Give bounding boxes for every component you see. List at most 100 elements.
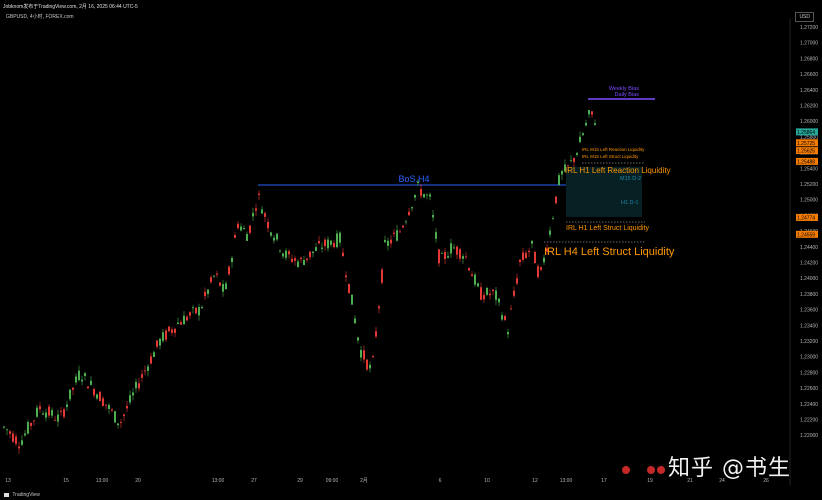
h1-reaction-label: IRL H1 Left Reaction Liquidity — [565, 166, 671, 175]
price-axis-label: 1.24200 — [800, 261, 818, 267]
candle-body — [234, 235, 236, 238]
candle-body — [330, 240, 332, 245]
price-axis-label: 1.27200 — [800, 25, 818, 31]
candle-body — [345, 275, 347, 278]
candle-body — [564, 164, 566, 172]
candle-body — [3, 426, 5, 428]
candle-body — [528, 250, 530, 252]
h1-struct-label: IRL H1 Left Struct Liquidity — [566, 225, 650, 232]
candle-body — [357, 337, 359, 341]
price-axis-label: 1.25000 — [800, 198, 818, 204]
replay-icon[interactable] — [647, 466, 655, 474]
candle-body — [99, 391, 101, 402]
candle-body — [471, 274, 473, 277]
candle-body — [387, 240, 389, 246]
candle-body — [165, 330, 167, 340]
time-axis-label: 13:00 — [96, 478, 109, 484]
candle-body — [153, 352, 155, 358]
candle-body — [255, 208, 257, 211]
symbol-info: GBPUSD, 4小时, FOREX.com — [6, 14, 74, 20]
watermark: 知乎 @书生 — [668, 456, 791, 481]
candle-body — [219, 282, 221, 286]
candle-body — [510, 308, 512, 310]
price-badge-label: 1.25488 — [797, 159, 815, 165]
daily-bias-label: Daily Bias — [615, 92, 640, 98]
record-icon[interactable] — [622, 466, 630, 474]
candle-body — [105, 404, 107, 406]
candle-body — [318, 241, 320, 244]
price-axis-label: 1.25400 — [800, 166, 818, 172]
candle-body — [75, 376, 77, 383]
candle-body — [588, 110, 590, 115]
snapshot-icon[interactable] — [657, 466, 665, 474]
candle-body — [15, 436, 17, 444]
price-axis-label: 1.22200 — [800, 418, 818, 424]
price-axis-label: 1.22000 — [800, 433, 818, 439]
candle-body — [495, 290, 497, 300]
time-axis-label: 12 — [532, 478, 538, 484]
candle-body — [135, 381, 137, 389]
tradingview-brand[interactable]: TradingView — [4, 492, 40, 498]
candle-body — [372, 356, 374, 358]
candle-body — [63, 409, 65, 417]
candle-body — [438, 249, 440, 264]
candle-body — [12, 433, 14, 442]
candle-body — [195, 307, 197, 314]
price-axis-label: 1.26200 — [800, 104, 818, 110]
candle-body — [537, 266, 539, 278]
candle-body — [327, 239, 329, 249]
candle-body — [312, 251, 314, 254]
candle-body — [159, 338, 161, 346]
candle-body — [567, 165, 569, 167]
time-axis-label: 13:00 — [560, 478, 573, 484]
price-axis-label: 1.22400 — [800, 402, 818, 408]
candle-body — [477, 283, 479, 287]
candle-body — [78, 370, 80, 381]
candle-body — [9, 431, 11, 434]
candle-body — [480, 287, 482, 300]
candle-body — [339, 232, 341, 243]
candle-body — [417, 181, 419, 184]
price-axis-label: 1.26000 — [800, 119, 818, 125]
price-badge-label: 1.24559 — [797, 232, 815, 238]
candle-body — [72, 387, 74, 390]
candle-body — [474, 274, 476, 285]
candle-body — [213, 275, 215, 277]
candle-body — [468, 268, 470, 271]
candle-body — [267, 221, 269, 229]
currency-button[interactable]: USD — [795, 12, 814, 22]
candle-body — [465, 256, 467, 258]
candle-body — [39, 406, 41, 410]
candle-body — [366, 359, 368, 370]
candle-body — [576, 153, 578, 155]
candle-body — [429, 194, 431, 197]
candle-body — [171, 329, 173, 333]
candle-body — [174, 328, 176, 333]
candle-body — [315, 247, 317, 251]
candle-body — [291, 258, 293, 262]
price-badge-label: 1.25725 — [797, 141, 815, 147]
price-badge-label: 1.24774 — [797, 215, 815, 221]
candle-body — [132, 392, 134, 396]
candle-body — [354, 318, 356, 324]
candle-body — [519, 259, 521, 262]
time-axis-label: 09:00 — [326, 478, 339, 484]
price-axis-label: 1.26400 — [800, 88, 818, 94]
candle-body — [360, 349, 362, 358]
candle-body — [192, 307, 194, 309]
candle-body — [294, 258, 296, 261]
candle-body — [393, 232, 395, 234]
candle-body — [276, 233, 278, 240]
m15-d2-label: M15 D-2 — [620, 176, 641, 182]
tradingview-brand-label: TradingView — [12, 492, 40, 498]
time-axis-label: 19 — [647, 478, 653, 484]
candle-body — [87, 386, 89, 389]
candle-body — [282, 253, 284, 257]
candle-body — [543, 257, 545, 263]
candle-body — [420, 188, 422, 196]
time-axis-label: 26 — [763, 478, 769, 484]
candle-body — [351, 294, 353, 305]
candle-body — [414, 194, 416, 198]
candle-body — [462, 256, 464, 259]
